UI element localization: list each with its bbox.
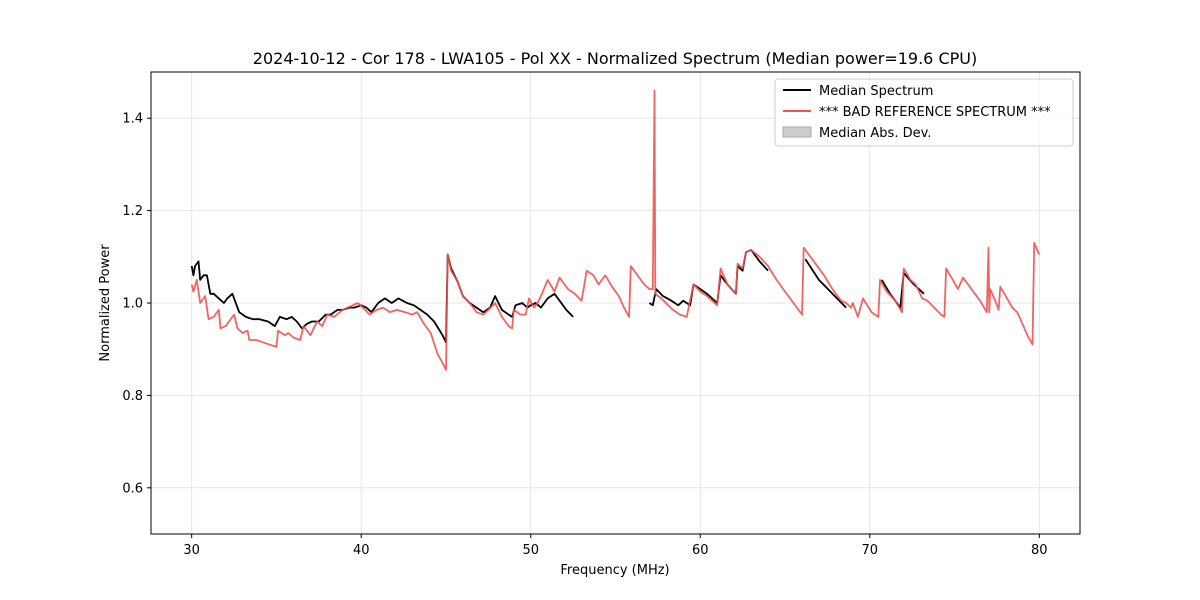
y-tick-label: 0.8: [122, 389, 143, 404]
median-spectrum-line: [804, 258, 847, 309]
legend-label-median-abs-dev: Median Abs. Dev.: [819, 126, 931, 141]
y-tick-label: 0.6: [122, 481, 143, 496]
legend-box: [774, 78, 1074, 147]
legend: Median Spectrum *** BAD REFERENCE SPECTR…: [774, 78, 1074, 147]
y-tick-label: 1.4: [122, 112, 143, 127]
bad-reference-spectrum-line: [190, 89, 1041, 371]
legend-swatch-median-abs-dev: [782, 126, 812, 138]
y-tick-label: 1.0: [122, 297, 143, 312]
chart-title: 2024-10-12 - Cor 178 - LWA105 - Pol XX -…: [253, 49, 977, 68]
x-axis-label: Frequency (MHz): [560, 563, 669, 578]
legend-label-median-spectrum: Median Spectrum: [819, 84, 933, 99]
x-tick-label: 60: [692, 543, 709, 558]
y-axis-label: Normalized Power: [98, 244, 113, 362]
series-layer: [190, 89, 1041, 371]
x-tick-label: 30: [183, 543, 200, 558]
legend-label-bad-reference: *** BAD REFERENCE SPECTRUM ***: [819, 105, 1051, 120]
x-tick-label: 70: [862, 543, 879, 558]
median-spectrum-line: [190, 253, 574, 344]
x-tick-label: 40: [353, 543, 370, 558]
y-tick-label: 1.2: [122, 204, 143, 219]
ticks: 30 40 50 60 70 80 0.6 0.8 1.0 1.2 1.4: [122, 112, 1047, 558]
x-tick-label: 80: [1031, 543, 1048, 558]
x-tick-label: 50: [522, 543, 539, 558]
